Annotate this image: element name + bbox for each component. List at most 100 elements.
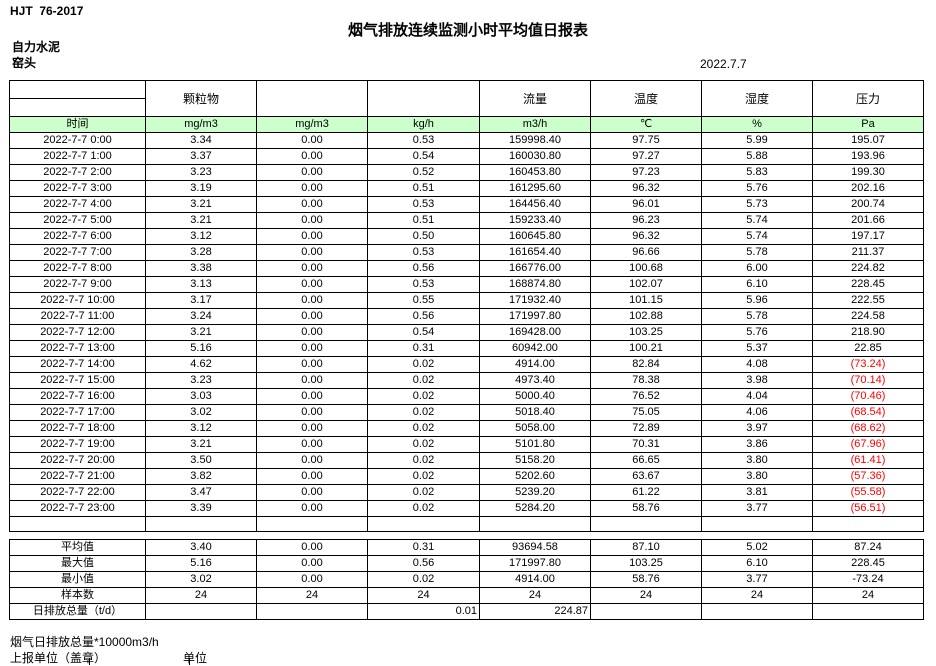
value-cell: 93694.58 [479, 539, 591, 556]
summary-label-cell: 最大值 [9, 555, 146, 572]
data-row: 2022-7-7 1:00 3.37 0.00 0.54 160030.80 97.27 5… [9, 148, 924, 165]
value-cell: 3.17 [145, 292, 257, 309]
data-row: 2022-7-7 0:00 3.34 0.00 0.53 159998.40 97.75 5… [9, 132, 924, 149]
value-cell: 3.13 [145, 276, 257, 293]
value-cell: 0.00 [256, 164, 368, 181]
value-cell: 5239.20 [479, 484, 591, 501]
value-cell: 6.00 [701, 260, 813, 277]
data-row: 2022-7-7 19:00 3.21 0.00 0.02 5101.80 70.31 3.… [9, 436, 924, 453]
value-cell: 3.80 [701, 452, 813, 469]
value-cell: 161295.60 [479, 180, 591, 197]
unit-kgh: kg/h [367, 116, 480, 133]
col-header-temperature: 温度 [590, 80, 702, 117]
data-row: 2022-7-7 22:00 3.47 0.00 0.02 5239.20 61.22 3.… [9, 484, 924, 501]
time-cell: 2022-7-7 4:00 [9, 196, 146, 213]
value-cell: 66.65 [590, 452, 702, 469]
value-cell: (56.51) [812, 500, 924, 517]
value-cell: 224.87 [479, 603, 591, 620]
cutoff-border-tick-2 [189, 658, 190, 665]
value-cell: 63.67 [590, 468, 702, 485]
unit-celsius: ℃ [590, 116, 702, 133]
value-cell [590, 603, 702, 620]
value-cell: 0.00 [256, 404, 368, 421]
value-cell: 3.40 [145, 539, 257, 556]
value-cell: 3.39 [145, 500, 257, 517]
value-cell: 0.56 [367, 308, 480, 325]
value-cell: 224.82 [812, 260, 924, 277]
summary-label-cell: 平均值 [9, 539, 146, 556]
value-cell: 24 [145, 587, 257, 604]
value-cell: 211.37 [812, 244, 924, 261]
value-cell: 0.00 [256, 484, 368, 501]
data-row: 2022-7-7 2:00 3.23 0.00 0.52 160453.80 97.23 5… [9, 164, 924, 181]
value-cell: 199.30 [812, 164, 924, 181]
value-cell: 0.53 [367, 196, 480, 213]
value-cell: 0.00 [256, 372, 368, 389]
summary-row: 样本数 24 24 24 24 24 24 24 [9, 587, 924, 604]
value-cell: 5101.80 [479, 436, 591, 453]
time-cell: 2022-7-7 8:00 [9, 260, 146, 277]
empty-row [9, 516, 924, 532]
unit-pa: Pa [812, 116, 924, 133]
value-cell: 0.00 [256, 555, 368, 572]
value-cell: 102.88 [590, 308, 702, 325]
value-cell: 0.00 [256, 340, 368, 357]
data-row: 2022-7-7 5:00 3.21 0.00 0.51 159233.40 96.23 5… [9, 212, 924, 229]
value-cell: 5.96 [701, 292, 813, 309]
value-cell: 58.76 [590, 571, 702, 588]
value-cell: 5.16 [145, 340, 257, 357]
data-row: 2022-7-7 15:00 3.23 0.00 0.02 4973.40 78.38 3.… [9, 372, 924, 389]
value-cell [256, 603, 368, 620]
value-cell: 160030.80 [479, 148, 591, 165]
value-cell: 24 [479, 587, 591, 604]
value-cell: 0.02 [367, 500, 480, 517]
value-cell: 159233.40 [479, 212, 591, 229]
value-cell: 3.21 [145, 212, 257, 229]
value-cell: 0.00 [256, 356, 368, 373]
value-cell: (61.41) [812, 452, 924, 469]
company-name: 自力水泥 [12, 40, 61, 54]
value-cell: 0.02 [367, 404, 480, 421]
value-cell: 58.76 [590, 500, 702, 517]
value-cell: 161654.40 [479, 244, 591, 261]
station-name: 窑头 [12, 56, 37, 70]
value-cell: 5058.00 [479, 420, 591, 437]
value-cell: (57.36) [812, 468, 924, 485]
value-cell: 3.81 [701, 484, 813, 501]
value-cell: 193.96 [812, 148, 924, 165]
table-gap [9, 532, 925, 539]
value-cell: 3.37 [145, 148, 257, 165]
time-cell: 2022-7-7 9:00 [9, 276, 146, 293]
value-cell: 101.15 [590, 292, 702, 309]
value-cell: 0.31 [367, 340, 480, 357]
value-cell: 171997.80 [479, 555, 591, 572]
value-cell: 97.23 [590, 164, 702, 181]
value-cell: 24 [701, 587, 813, 604]
unit-percent: % [701, 116, 813, 133]
value-cell: 168874.80 [479, 276, 591, 293]
value-cell: 5.78 [701, 308, 813, 325]
value-cell: 5.76 [701, 324, 813, 341]
time-cell: 2022-7-7 11:00 [9, 308, 146, 325]
value-cell: 0.02 [367, 468, 480, 485]
value-cell: 5.16 [145, 555, 257, 572]
value-cell: 100.21 [590, 340, 702, 357]
value-cell: 5.83 [701, 164, 813, 181]
time-cell: 2022-7-7 12:00 [9, 324, 146, 341]
time-cell: 2022-7-7 7:00 [9, 244, 146, 261]
value-cell: 3.86 [701, 436, 813, 453]
value-cell: 0.00 [256, 388, 368, 405]
value-cell: -73.24 [812, 571, 924, 588]
value-cell: 169428.00 [479, 324, 591, 341]
value-cell: 0.02 [367, 388, 480, 405]
value-cell: 0.00 [256, 260, 368, 277]
value-cell: 3.12 [145, 228, 257, 245]
time-cell: 2022-7-7 14:00 [9, 356, 146, 373]
data-row: 2022-7-7 14:00 4.62 0.00 0.02 4914.00 82.84 4.… [9, 356, 924, 373]
value-cell: 218.90 [812, 324, 924, 341]
summary-row: 最小值 3.02 0.00 0.02 4914.00 58.76 3.77 -73.24 [9, 571, 924, 588]
col-header-blank-1 [256, 80, 368, 117]
value-cell: 100.68 [590, 260, 702, 277]
footnote-report-unit: 上报单位（盖章） [10, 651, 107, 665]
corner-cell-top [9, 80, 146, 99]
